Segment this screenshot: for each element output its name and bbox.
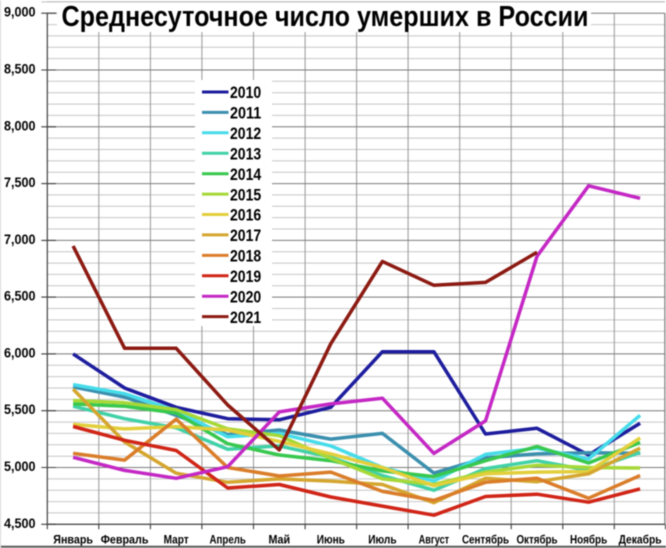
svg-text:2018: 2018 [230, 247, 261, 266]
svg-text:Декабрь: Декабрь [619, 533, 662, 547]
svg-text:9,000: 9,000 [4, 5, 36, 20]
svg-text:Октябрь: Октябрь [516, 533, 557, 547]
svg-text:2021: 2021 [230, 308, 261, 327]
svg-text:Сентябрь: Сентябрь [462, 533, 509, 547]
svg-text:2016: 2016 [230, 206, 261, 225]
svg-text:8,000: 8,000 [4, 118, 36, 133]
svg-text:Июнь: Июнь [317, 533, 346, 547]
svg-text:2013: 2013 [230, 145, 261, 164]
svg-text:Июль: Июль [368, 533, 397, 547]
svg-text:2012: 2012 [230, 124, 261, 143]
svg-text:Ноябрь: Ноябрь [570, 533, 607, 547]
svg-text:5,000: 5,000 [4, 459, 36, 474]
svg-text:2017: 2017 [230, 226, 261, 245]
svg-text:6,500: 6,500 [4, 289, 36, 304]
svg-text:2020: 2020 [230, 287, 261, 306]
svg-text:7,500: 7,500 [4, 175, 36, 190]
svg-text:Январь: Январь [53, 533, 93, 547]
svg-text:2014: 2014 [230, 165, 262, 184]
svg-text:8,500: 8,500 [4, 62, 36, 77]
svg-text:2015: 2015 [230, 185, 261, 204]
svg-text:Февраль: Февраль [101, 533, 149, 547]
svg-text:2011: 2011 [230, 104, 261, 123]
svg-text:Май: Май [269, 533, 291, 547]
svg-text:7,000: 7,000 [4, 232, 36, 247]
svg-text:Август: Август [419, 533, 450, 547]
svg-text:Март: Март [164, 533, 189, 547]
svg-text:5,500: 5,500 [4, 402, 36, 417]
svg-text:6,000: 6,000 [4, 345, 36, 360]
svg-text:4,500: 4,500 [4, 516, 36, 531]
svg-text:Среднесуточное число умерших в: Среднесуточное число умерших в России [62, 1, 589, 33]
svg-text:Апрель: Апрель [210, 533, 247, 547]
svg-text:2019: 2019 [230, 267, 261, 286]
svg-text:2010: 2010 [230, 83, 261, 102]
